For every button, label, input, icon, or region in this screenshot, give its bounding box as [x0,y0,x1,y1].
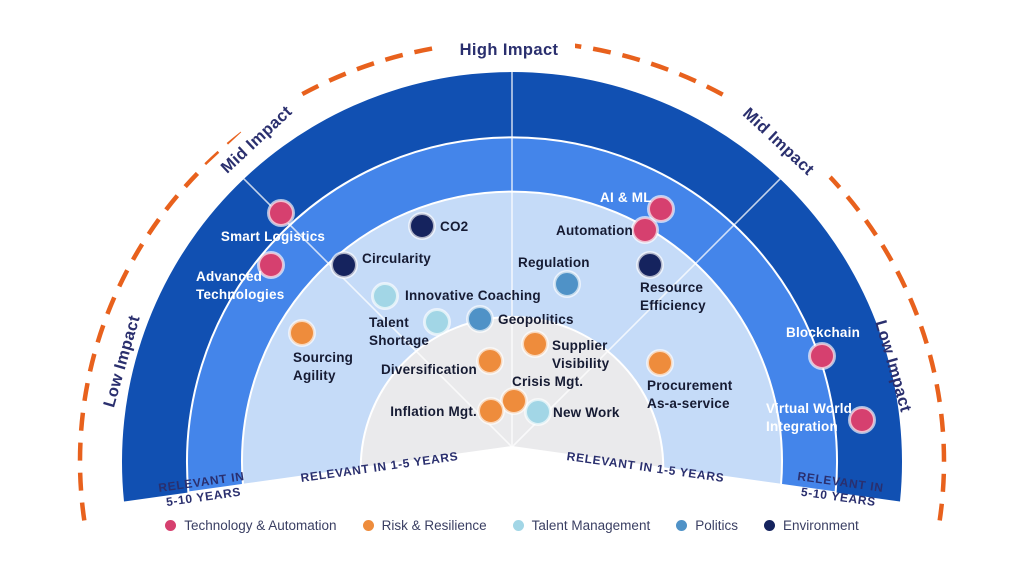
topic-dot-inflation-mgt [477,397,505,425]
impact-label-mid-right-bg [723,87,835,195]
topic-dot-diversification [476,347,504,375]
topic-dot-sourcing-agility [288,319,316,347]
topic-procurement-as-a-service: Procurement As-a-service [646,349,733,411]
topic-circularity: Circularity [330,251,431,279]
topic-talent-shortage: Talent Shortage [369,308,451,348]
legend-item-politics: Politics [676,518,738,533]
topic-label-circularity: Circularity [362,251,431,266]
topic-innovative-coaching: Innovative Coaching [371,282,541,310]
topic-label-smart-logistics: Smart Logistics [221,229,325,244]
topic-label-advanced-technologies: Advanced Technologies [196,269,284,302]
topic-label-ai-ml: AI & ML [600,190,652,205]
topic-label-sourcing-agility: Sourcing Agility [293,350,353,383]
topic-dot-procurement-as-a-service [646,349,674,377]
topic-label-talent-shortage: Talent Shortage [369,315,429,348]
topic-dot-virtual-world-integration [848,406,876,434]
topic-dot-innovative-coaching [371,282,399,310]
impact-label-high: High Impact [443,34,575,62]
legend-item-talent: Talent Management [512,518,651,533]
topic-dot-automation [631,216,659,244]
topic-dot-geopolitics [466,305,494,333]
impact-label-high-bg [443,34,575,62]
topic-label-diversification: Diversification [381,362,477,377]
svg-text:High Impact: High Impact [460,41,559,59]
topic-dot-advanced-technologies [257,251,285,279]
topic-inflation-mgt: Inflation Mgt. [390,397,505,425]
topic-smart-logistics: Smart Logistics [221,199,325,244]
topic-dot-circularity [330,251,358,279]
legend-dot-talent [512,520,524,531]
topic-dot-co2 [408,212,436,240]
topic-advanced-technologies: Advanced Technologies [196,251,285,302]
topic-label-co2: CO2 [440,219,468,234]
legend-item-environment: Environment [763,518,859,533]
topic-label-regulation: Regulation [518,255,590,270]
topic-dot-talent-shortage [423,308,451,336]
legend-item-technology: Technology & Automation [165,518,337,533]
topic-dot-ai-ml [647,195,675,223]
topic-label-blockchain: Blockchain [786,325,860,340]
legend-dot-technology [165,520,177,531]
topic-diversification: Diversification [381,347,504,377]
topic-sourcing-agility: Sourcing Agility [288,319,353,383]
legend-label-talent: Talent Management [531,518,651,533]
legend-label-environment: Environment [782,518,859,533]
topic-label-resource-efficiency: Resource Efficiency [640,280,706,313]
sector-divider-right-45 [511,178,781,448]
topic-dot-regulation [553,270,581,298]
legend-item-risk: Risk & Resilience [362,518,487,533]
topic-resource-efficiency: Resource Efficiency [636,251,706,313]
topic-new-work: New Work [524,398,620,426]
impact-label-mid-left-bg [200,85,312,193]
topic-dot-supplier-visibility [521,330,549,358]
topic-label-new-work: New Work [553,405,620,420]
legend-dot-risk [362,520,374,531]
topic-label-procurement-as-a-service: Procurement As-a-service [647,378,733,411]
topic-dot-blockchain [808,342,836,370]
topic-ai-ml: AI & ML [600,190,675,223]
legend-label-politics: Politics [695,518,738,533]
topic-co2: CO2 [408,212,468,240]
topic-dot-resource-efficiency [636,251,664,279]
topics: Smart Logistics Advanced Technologies Sourc… [196,190,876,434]
topic-dot-smart-logistics [267,199,295,227]
topic-label-inflation-mgt: Inflation Mgt. [390,404,477,419]
legend-label-technology: Technology & Automation [184,518,337,533]
legend-dot-environment [763,520,775,531]
topic-label-virtual-world-integration: Virtual World Integration [766,401,852,434]
topic-dot-crisis-mgt [500,387,528,415]
topic-label-supplier-visibility: Supplier Visibility [552,338,610,371]
topic-label-automation: Automation [556,223,633,238]
topic-regulation: Regulation [518,255,590,298]
topic-label-crisis-mgt: Crisis Mgt. [512,374,583,389]
topic-supplier-visibility: Supplier Visibility [521,330,610,371]
topic-blockchain: Blockchain [786,325,860,370]
topic-geopolitics: Geopolitics [466,305,574,333]
topic-label-geopolitics: Geopolitics [498,312,574,327]
topic-crisis-mgt: Crisis Mgt. [500,374,583,415]
legend-dot-politics [676,520,688,531]
topic-dot-new-work [524,398,552,426]
topic-label-innovative-coaching: Innovative Coaching [405,288,541,303]
topic-virtual-world-integration: Virtual World Integration [766,401,876,434]
legend-label-risk: Risk & Resilience [381,518,487,533]
category-legend: Technology & Automation Risk & Resilience… [0,518,1024,533]
topic-automation: Automation [556,216,659,244]
